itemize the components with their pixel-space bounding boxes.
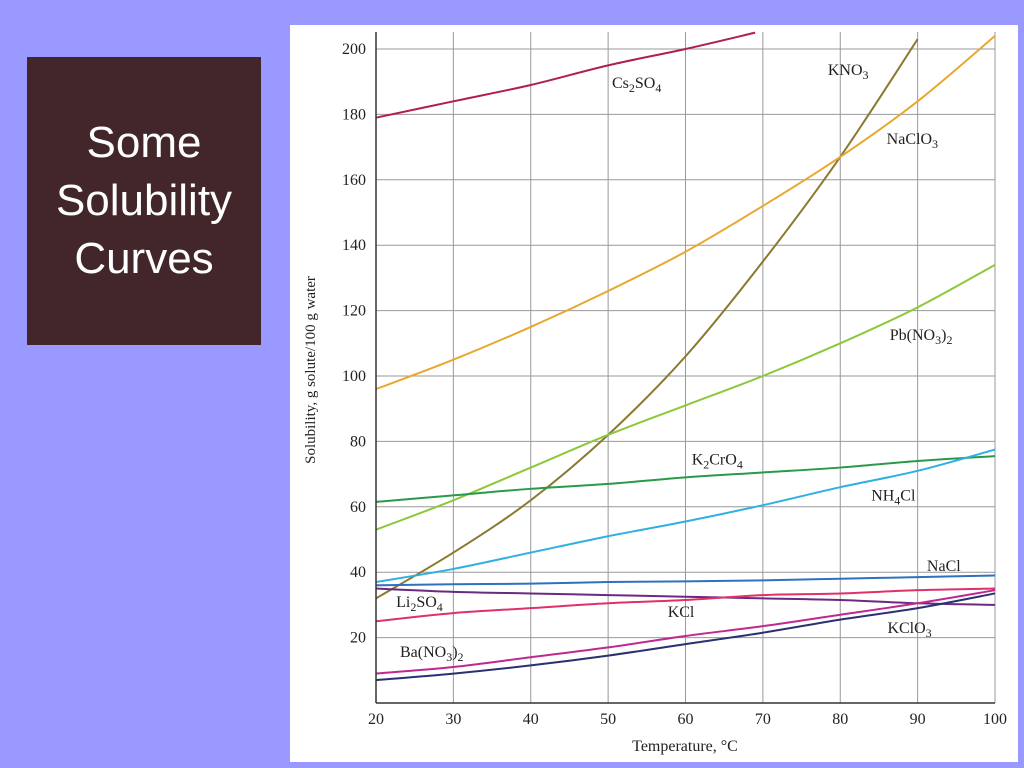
series-line-li2so4 <box>375 587 996 606</box>
y-tick-label: 140 <box>342 237 366 254</box>
y-axis-label: Solubility, g solute/100 g water <box>303 276 319 464</box>
series-line-nh4cl <box>375 448 996 583</box>
series-label: Li2SO4 <box>396 594 443 614</box>
series-lines <box>375 31 996 682</box>
chart-panel: Cs2SO4 KNO3 NaClO3 Pb(NO3)2 K2CrO4 NH4Cl NaCl L… <box>290 25 1018 762</box>
series-label: Cs2SO4 <box>612 75 661 95</box>
x-axis-label: Temperature, °C <box>632 738 738 755</box>
series-label: KNO3 <box>828 62 869 82</box>
y-tick-label: 100 <box>342 368 366 385</box>
y-tick-label: 160 <box>342 172 366 189</box>
x-tick-label: 50 <box>600 711 616 728</box>
series-label: KClO3 <box>887 620 931 640</box>
axes: 20 30 40 50 60 70 80 90 100 20 40 60 80 100 120 140 160 1… <box>342 32 1007 728</box>
x-tick-label: 20 <box>368 711 384 728</box>
x-tick-label: 90 <box>910 711 926 728</box>
x-tick-label: 70 <box>755 711 771 728</box>
series-line-k2cro4 <box>375 455 996 503</box>
series-label: Ba(NO3)2 <box>400 644 464 664</box>
series-line-kno3 <box>375 38 919 600</box>
title-line: Some <box>86 118 202 167</box>
x-tick-label: 30 <box>445 711 461 728</box>
x-tick-label: 40 <box>523 711 539 728</box>
series-line-nacl <box>375 574 996 587</box>
title-line: Solubility <box>55 176 233 225</box>
title-line: Curves <box>74 234 214 283</box>
slide-title: Some Solubility Curves <box>27 57 261 345</box>
series-line-bano32 <box>375 589 996 675</box>
x-tick-label: 60 <box>678 711 694 728</box>
series-label: NH4Cl <box>871 487 916 507</box>
series-label: NaClO3 <box>887 131 938 151</box>
x-tick-label: 80 <box>832 711 848 728</box>
y-tick-label: 20 <box>350 630 366 647</box>
y-tick-label: 120 <box>342 303 366 320</box>
grid <box>375 32 996 703</box>
series-line-cs2so4 <box>375 31 756 119</box>
y-tick-label: 80 <box>350 433 366 450</box>
series-label: K2CrO4 <box>692 451 743 471</box>
y-tick-label: 40 <box>350 564 366 581</box>
series-label: KCl <box>668 604 695 621</box>
y-tick-label: 180 <box>342 106 366 123</box>
series-line-kclo3 <box>375 592 996 682</box>
solubility-chart: Cs2SO4 KNO3 NaClO3 Pb(NO3)2 K2CrO4 NH4Cl NaCl L… <box>303 31 1007 755</box>
series-line-kcl <box>375 587 996 623</box>
series-label: NaCl <box>927 558 961 575</box>
series-line-naclo3 <box>375 35 996 391</box>
series-labels: Cs2SO4 KNO3 NaClO3 Pb(NO3)2 K2CrO4 NH4Cl NaCl L… <box>396 62 961 664</box>
y-tick-label: 60 <box>350 499 366 516</box>
series-label: Pb(NO3)2 <box>890 327 953 347</box>
x-tick-label: 100 <box>983 711 1007 728</box>
series-line-pbno32 <box>375 263 996 531</box>
y-tick-label: 200 <box>342 41 366 58</box>
